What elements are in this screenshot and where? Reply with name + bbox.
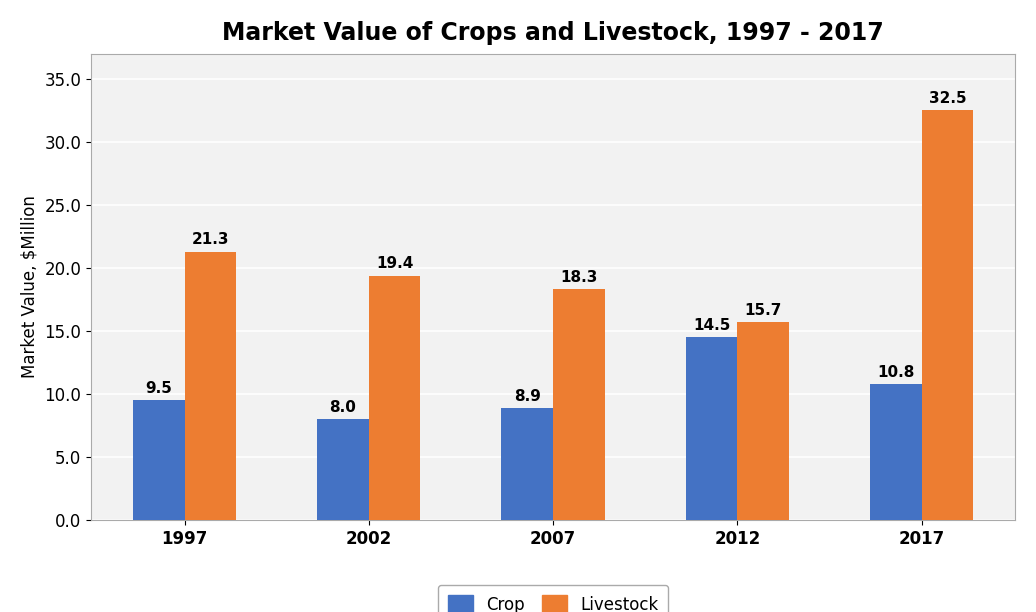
Bar: [317, 419, 369, 520]
Text: 19.4: 19.4: [376, 256, 413, 271]
Bar: [369, 275, 421, 520]
Text: 14.5: 14.5: [693, 318, 730, 333]
Bar: [870, 384, 922, 520]
Bar: [738, 323, 788, 520]
Bar: [686, 337, 738, 520]
Legend: Crop, Livestock: Crop, Livestock: [438, 584, 668, 612]
Text: 18.3: 18.3: [560, 270, 598, 285]
Bar: [501, 408, 553, 520]
Bar: [922, 110, 973, 520]
Bar: [184, 252, 236, 520]
Text: 8.0: 8.0: [329, 400, 356, 415]
Text: 32.5: 32.5: [928, 91, 967, 106]
Bar: [133, 400, 184, 520]
Y-axis label: Market Value, $Million: Market Value, $Million: [21, 195, 38, 378]
Text: 10.8: 10.8: [877, 365, 915, 379]
Text: 9.5: 9.5: [145, 381, 172, 396]
Text: 21.3: 21.3: [192, 232, 229, 247]
Bar: [553, 289, 605, 520]
Text: 15.7: 15.7: [745, 303, 782, 318]
Text: 8.9: 8.9: [514, 389, 541, 403]
Title: Market Value of Crops and Livestock, 1997 - 2017: Market Value of Crops and Livestock, 199…: [222, 21, 884, 45]
